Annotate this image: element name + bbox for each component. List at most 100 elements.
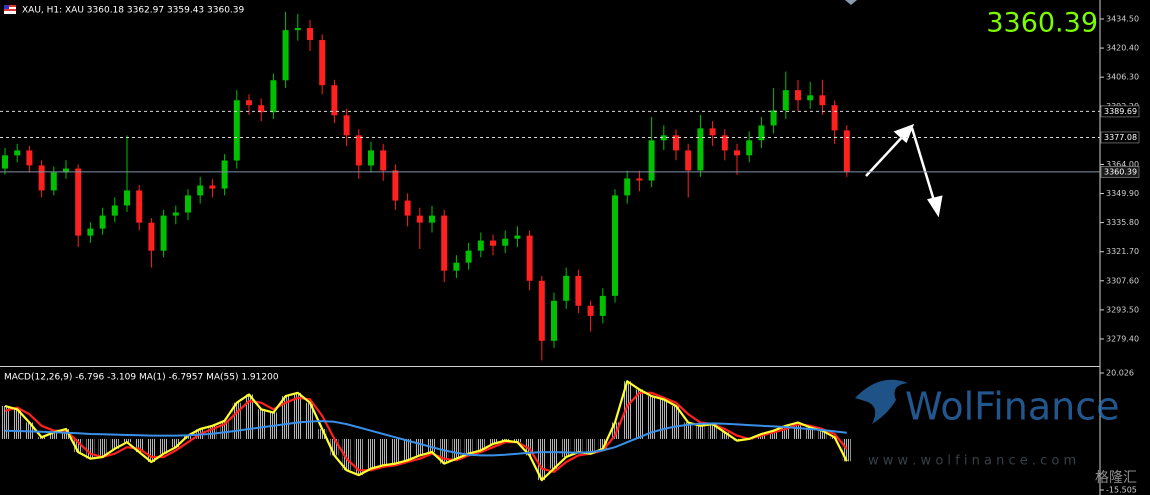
candle-body — [87, 228, 94, 236]
macd-bar — [110, 438, 119, 449]
candle-body — [709, 128, 716, 136]
watermark: WolFinance w w w . w o l f i n a n c e .… — [855, 379, 1137, 486]
candle-body — [648, 140, 655, 181]
macd-bar — [525, 438, 534, 456]
watermark-url: w w w . w o l f i n a n c e . c o m — [868, 454, 1076, 469]
macd-bar — [489, 438, 497, 444]
macd-bar — [635, 389, 644, 439]
candle-body — [355, 135, 362, 166]
macd-bar — [232, 402, 241, 439]
candle-body — [807, 95, 814, 101]
macd-bar — [379, 438, 388, 466]
macd-line — [4, 420, 847, 457]
candle-body — [319, 40, 326, 86]
macd-bar — [720, 432, 729, 439]
y-tick-label: 3420.40 — [1106, 44, 1139, 53]
candle-body — [246, 100, 252, 106]
candle-body — [721, 135, 728, 151]
candle-body — [673, 135, 679, 151]
candle-body — [99, 215, 106, 229]
macd-bar — [806, 427, 815, 439]
candle-body — [294, 28, 301, 31]
macd-bar — [513, 438, 522, 443]
candle-body — [429, 215, 435, 223]
candle-body — [831, 105, 838, 131]
y-tick-label: 3307.60 — [1106, 276, 1139, 285]
candle-body — [770, 110, 777, 126]
y-tick-label: 3406.30 — [1106, 73, 1139, 82]
macd-bar — [842, 438, 851, 462]
price-level-label: 3360.39 — [1104, 167, 1137, 176]
macd-bar — [647, 396, 656, 439]
candle-body — [172, 212, 179, 216]
y-tick-label: 3279.40 — [1106, 334, 1139, 343]
macd-line — [4, 380, 848, 482]
macd-bar — [184, 435, 192, 439]
macd-bar — [293, 392, 302, 439]
candle-body — [63, 168, 69, 173]
candle-body — [221, 160, 228, 189]
candle-body — [697, 128, 704, 171]
candle-body — [734, 150, 740, 156]
candle-body — [465, 250, 472, 263]
macd-bar — [696, 425, 705, 439]
candle-body — [307, 28, 313, 41]
macd-bar — [818, 430, 827, 439]
candle-body — [38, 165, 45, 191]
candle-body — [575, 275, 582, 306]
macd-bar — [147, 438, 156, 462]
candle-body — [197, 185, 204, 196]
macd-bar — [330, 438, 339, 456]
macd-bar — [684, 422, 693, 439]
macd-bar — [13, 409, 22, 439]
forecast-arrows — [865, 123, 943, 218]
macd-bar — [708, 424, 717, 439]
watermark-source: 格隆汇 — [1095, 470, 1137, 486]
candle-body — [660, 135, 667, 141]
candle-body — [746, 140, 753, 156]
candle-body — [477, 240, 484, 251]
candle-body — [490, 240, 496, 246]
macd-bar — [159, 438, 168, 454]
macd-bar — [659, 399, 668, 439]
candle-body — [782, 90, 789, 111]
macd-bar — [428, 438, 436, 453]
last-price: 3360.39 — [986, 8, 1098, 39]
macd-bar — [208, 425, 217, 439]
macd-bar — [257, 409, 266, 439]
candle-body — [258, 105, 265, 113]
macd-bar — [586, 438, 595, 454]
candle-body — [14, 150, 21, 156]
candle-body — [795, 90, 801, 101]
macd-bar — [74, 438, 83, 453]
macd-bar — [537, 438, 546, 481]
shift-marker — [845, 0, 857, 5]
macd-bar — [476, 438, 485, 451]
candle-body — [514, 235, 521, 239]
candle-body — [526, 235, 533, 281]
macd-bar — [281, 396, 290, 439]
macd-bar — [1, 405, 9, 439]
y-tick-label: 3364.00 — [1106, 160, 1139, 169]
candle-body — [819, 95, 826, 106]
macd-bar — [49, 432, 58, 439]
macd-bar — [781, 425, 790, 439]
candle-body — [587, 305, 594, 316]
macd-bar — [98, 438, 107, 458]
price-level-box — [1100, 105, 1140, 118]
macd-bar — [135, 438, 144, 453]
macd-bar — [672, 405, 680, 439]
candle-body — [758, 125, 765, 141]
y-tick-label: 3335.80 — [1106, 218, 1139, 227]
candle-body — [26, 150, 33, 166]
candle-body — [380, 150, 387, 171]
candle-body — [148, 222, 155, 251]
y-tick-label: 3293.50 — [1106, 305, 1139, 314]
macd-y-tick-label: 20.026 — [1106, 368, 1134, 377]
candle-body — [160, 215, 167, 251]
macd-bar — [245, 394, 253, 439]
macd-bar — [769, 430, 778, 439]
price-level-box — [1100, 131, 1140, 144]
